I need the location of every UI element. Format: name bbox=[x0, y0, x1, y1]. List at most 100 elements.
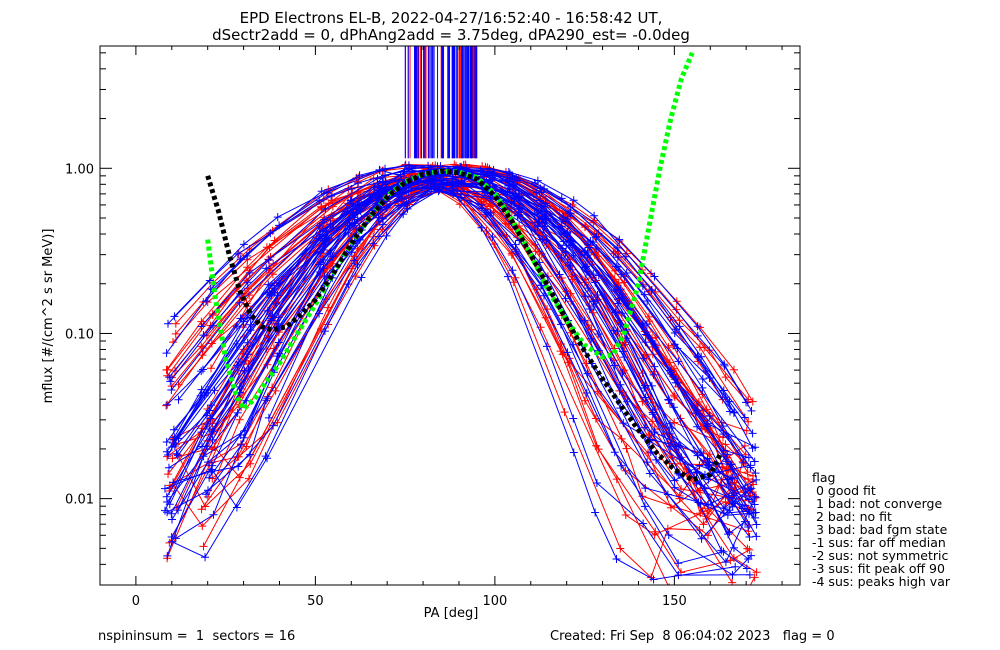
data-point bbox=[235, 415, 244, 424]
data-point bbox=[743, 544, 752, 553]
data-point bbox=[538, 235, 547, 244]
data-point bbox=[164, 470, 173, 479]
series-line bbox=[165, 170, 750, 496]
legend-entry: -4 sus: peaks high var bbox=[812, 574, 951, 589]
data-point bbox=[233, 408, 242, 417]
data-point bbox=[745, 532, 754, 541]
series-markers bbox=[164, 175, 754, 580]
legend-entry: 2 bad: no fit bbox=[812, 509, 892, 524]
data-point bbox=[541, 219, 550, 227]
series-line bbox=[174, 175, 752, 509]
data-point bbox=[482, 210, 491, 219]
data-point bbox=[642, 320, 651, 329]
data-point bbox=[537, 188, 546, 197]
data-point bbox=[616, 320, 625, 329]
data-point bbox=[664, 530, 673, 539]
data-point bbox=[748, 444, 757, 453]
data-point bbox=[375, 165, 384, 174]
data-point bbox=[569, 414, 578, 423]
data-point bbox=[652, 455, 661, 464]
data-point bbox=[674, 571, 683, 580]
data-point bbox=[511, 273, 520, 282]
data-point bbox=[740, 501, 749, 510]
data-point bbox=[404, 187, 413, 196]
data-point bbox=[167, 385, 176, 394]
data-point bbox=[613, 253, 622, 262]
data-point bbox=[344, 280, 353, 289]
series-markers bbox=[174, 181, 760, 522]
data-point bbox=[162, 492, 171, 501]
data-point bbox=[208, 321, 217, 330]
data-point bbox=[271, 300, 280, 309]
data-point bbox=[666, 503, 675, 512]
data-point bbox=[741, 484, 750, 493]
data-point bbox=[617, 434, 626, 443]
data-point bbox=[589, 302, 598, 311]
data-point bbox=[583, 369, 592, 378]
data-point bbox=[353, 179, 362, 188]
data-point bbox=[557, 253, 566, 262]
data-point bbox=[556, 347, 565, 356]
data-point bbox=[617, 461, 626, 470]
legend-title: flag bbox=[812, 470, 835, 485]
data-point bbox=[582, 267, 591, 276]
data-point bbox=[585, 305, 594, 314]
data-point bbox=[316, 202, 325, 211]
data-point bbox=[721, 497, 730, 506]
data-point bbox=[610, 361, 619, 370]
fit-curve bbox=[205, 51, 695, 413]
data-point bbox=[698, 383, 707, 392]
data-point bbox=[509, 278, 518, 287]
data-point bbox=[670, 418, 679, 427]
data-point bbox=[262, 264, 271, 273]
data-point bbox=[542, 236, 551, 245]
data-point bbox=[369, 239, 378, 248]
data-point bbox=[674, 357, 683, 366]
data-point bbox=[739, 458, 748, 467]
data-point bbox=[583, 284, 592, 293]
data-point bbox=[235, 298, 244, 307]
data-point bbox=[649, 370, 658, 379]
data-point bbox=[379, 177, 388, 186]
fit-curve bbox=[205, 168, 724, 483]
data-point bbox=[205, 473, 214, 482]
legend-entry: -1 sus: far off median bbox=[812, 535, 946, 550]
data-layer bbox=[160, 46, 761, 585]
data-point bbox=[750, 573, 759, 582]
data-point bbox=[748, 429, 757, 438]
data-point bbox=[615, 235, 624, 244]
data-point bbox=[207, 339, 216, 348]
data-point bbox=[560, 408, 569, 417]
series-line bbox=[205, 169, 736, 581]
data-point bbox=[233, 249, 242, 258]
data-point bbox=[744, 417, 753, 426]
series-line bbox=[176, 183, 750, 573]
legend-entry: -3 sus: fit peak off 90 bbox=[812, 561, 945, 576]
data-point bbox=[725, 528, 734, 537]
flag-legend: flag 0 good fit 1 bad: not converge 2 ba… bbox=[812, 470, 951, 589]
data-point bbox=[648, 417, 657, 426]
data-point bbox=[720, 360, 729, 369]
data-point bbox=[650, 272, 659, 281]
data-point bbox=[269, 421, 278, 430]
data-point bbox=[718, 422, 727, 431]
data-point bbox=[744, 554, 753, 563]
data-point bbox=[173, 451, 182, 460]
data-point bbox=[166, 377, 175, 386]
data-point bbox=[271, 386, 280, 395]
data-point bbox=[729, 365, 738, 374]
data-point bbox=[273, 319, 282, 328]
series-markers bbox=[173, 172, 751, 511]
data-point bbox=[403, 204, 412, 213]
data-point bbox=[749, 509, 758, 518]
data-point bbox=[164, 451, 173, 460]
data-point bbox=[744, 453, 753, 462]
data-point bbox=[373, 174, 382, 183]
data-point bbox=[751, 469, 760, 478]
data-point bbox=[163, 508, 172, 517]
data-point bbox=[612, 555, 621, 564]
data-point bbox=[207, 364, 216, 373]
data-point bbox=[582, 388, 591, 397]
data-point bbox=[557, 194, 566, 203]
data-point bbox=[705, 374, 714, 383]
